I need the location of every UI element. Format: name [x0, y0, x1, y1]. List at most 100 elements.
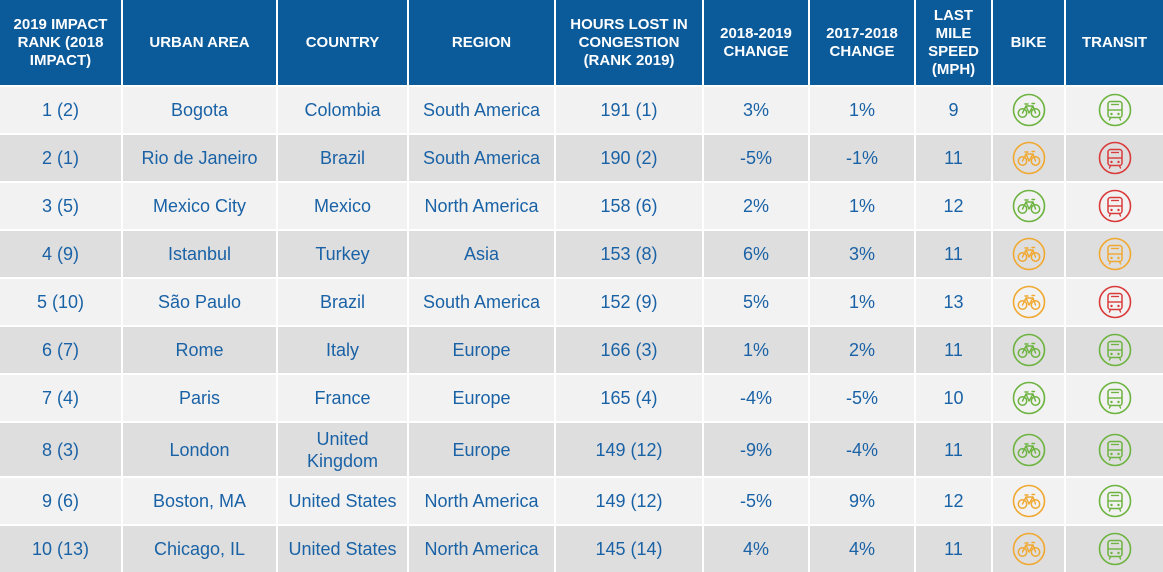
country-cell: United States: [278, 524, 409, 572]
rank-cell: 8 (3): [0, 421, 123, 476]
last-mile-speed-cell: 11: [916, 229, 993, 277]
change-2017-2018-cell: 2%: [810, 325, 916, 373]
last-mile-speed-cell: 11: [916, 524, 993, 572]
urban-area-cell: London: [123, 421, 278, 476]
change-2017-2018-cell: 1%: [810, 85, 916, 133]
bike-cell: [993, 181, 1066, 229]
urban-area-cell: Rome: [123, 325, 278, 373]
rank-cell: 5 (10): [0, 277, 123, 325]
urban-area-cell: Rio de Janeiro: [123, 133, 278, 181]
change-2018-2019-cell: -5%: [704, 476, 810, 524]
hours-lost-cell: 153 (8): [556, 229, 704, 277]
last-mile-speed-cell: 9: [916, 85, 993, 133]
bike-icon: [1012, 141, 1046, 175]
last-mile-speed-cell: 11: [916, 421, 993, 476]
hours-lost-cell: 152 (9): [556, 277, 704, 325]
transit-icon: [1098, 141, 1132, 175]
rank-cell: 2 (1): [0, 133, 123, 181]
header-bike: BIKE: [993, 0, 1066, 85]
transit-icon: [1098, 381, 1132, 415]
transit-cell: [1066, 229, 1163, 277]
table-row: 6 (7) Rome Italy Europe 166 (3) 1% 2% 11: [0, 325, 1163, 373]
change-2017-2018-cell: 4%: [810, 524, 916, 572]
region-cell: North America: [409, 476, 556, 524]
change-2017-2018-cell: -1%: [810, 133, 916, 181]
hours-lost-cell: 145 (14): [556, 524, 704, 572]
bike-icon: [1012, 333, 1046, 367]
country-cell: France: [278, 373, 409, 421]
change-2017-2018-cell: 3%: [810, 229, 916, 277]
last-mile-speed-cell: 10: [916, 373, 993, 421]
transit-cell: [1066, 476, 1163, 524]
transit-icon: [1098, 93, 1132, 127]
last-mile-speed-cell: 11: [916, 133, 993, 181]
transit-icon: [1098, 285, 1132, 319]
country-cell: Turkey: [278, 229, 409, 277]
bike-icon: [1012, 189, 1046, 223]
table-row: 5 (10) São Paulo Brazil South America 152 (9…: [0, 277, 1163, 325]
country-cell: Colombia: [278, 85, 409, 133]
bike-cell: [993, 476, 1066, 524]
region-cell: Europe: [409, 421, 556, 476]
rank-cell: 9 (6): [0, 476, 123, 524]
bike-icon: [1012, 484, 1046, 518]
urban-area-cell: Mexico City: [123, 181, 278, 229]
urban-area-cell: São Paulo: [123, 277, 278, 325]
rank-cell: 6 (7): [0, 325, 123, 373]
bike-icon: [1012, 285, 1046, 319]
rank-cell: 4 (9): [0, 229, 123, 277]
table-row: 3 (5) Mexico City Mexico North America 158 (…: [0, 181, 1163, 229]
transit-icon: [1098, 333, 1132, 367]
change-2018-2019-cell: 2%: [704, 181, 810, 229]
hours-lost-cell: 149 (12): [556, 476, 704, 524]
change-2017-2018-cell: -5%: [810, 373, 916, 421]
urban-area-cell: Chicago, IL: [123, 524, 278, 572]
change-2018-2019-cell: 5%: [704, 277, 810, 325]
transit-icon: [1098, 532, 1132, 566]
region-cell: South America: [409, 85, 556, 133]
header-urban-area: URBAN AREA: [123, 0, 278, 85]
region-cell: North America: [409, 524, 556, 572]
hours-lost-cell: 191 (1): [556, 85, 704, 133]
region-cell: Europe: [409, 373, 556, 421]
table-row: 1 (2) Bogota Colombia South America 191 (1) 3…: [0, 85, 1163, 133]
urban-area-cell: Istanbul: [123, 229, 278, 277]
transit-cell: [1066, 421, 1163, 476]
table-row: 10 (13) Chicago, IL United States North Ame…: [0, 524, 1163, 572]
transit-icon: [1098, 433, 1132, 467]
transit-cell: [1066, 277, 1163, 325]
urban-area-cell: Bogota: [123, 85, 278, 133]
country-cell: Italy: [278, 325, 409, 373]
table-row: 9 (6) Boston, MA United States North Americ…: [0, 476, 1163, 524]
bike-icon: [1012, 433, 1046, 467]
transit-cell: [1066, 133, 1163, 181]
change-2018-2019-cell: 4%: [704, 524, 810, 572]
bike-cell: [993, 133, 1066, 181]
transit-cell: [1066, 85, 1163, 133]
bike-cell: [993, 421, 1066, 476]
last-mile-speed-cell: 12: [916, 181, 993, 229]
rank-cell: 3 (5): [0, 181, 123, 229]
last-mile-speed-cell: 11: [916, 325, 993, 373]
change-2017-2018-cell: 1%: [810, 181, 916, 229]
header-region: REGION: [409, 0, 556, 85]
country-cell: Brazil: [278, 133, 409, 181]
transit-icon: [1098, 484, 1132, 518]
table-row: 4 (9) Istanbul Turkey Asia 153 (8) 6% 3% 11: [0, 229, 1163, 277]
country-cell: Mexico: [278, 181, 409, 229]
transit-cell: [1066, 373, 1163, 421]
transit-icon: [1098, 237, 1132, 271]
table-body: 1 (2) Bogota Colombia South America 191 (1) 3…: [0, 85, 1163, 572]
region-cell: North America: [409, 181, 556, 229]
change-2018-2019-cell: 3%: [704, 85, 810, 133]
header-transit: TRANSIT: [1066, 0, 1163, 85]
change-2018-2019-cell: 1%: [704, 325, 810, 373]
header-change-2018-2019: 2018-2019 CHANGE: [704, 0, 810, 85]
rank-cell: 10 (13): [0, 524, 123, 572]
last-mile-speed-cell: 12: [916, 476, 993, 524]
change-2018-2019-cell: -4%: [704, 373, 810, 421]
table-row: 8 (3) London United Kingdom Europe 149 (12) -…: [0, 421, 1163, 476]
rank-cell: 1 (2): [0, 85, 123, 133]
bike-cell: [993, 229, 1066, 277]
